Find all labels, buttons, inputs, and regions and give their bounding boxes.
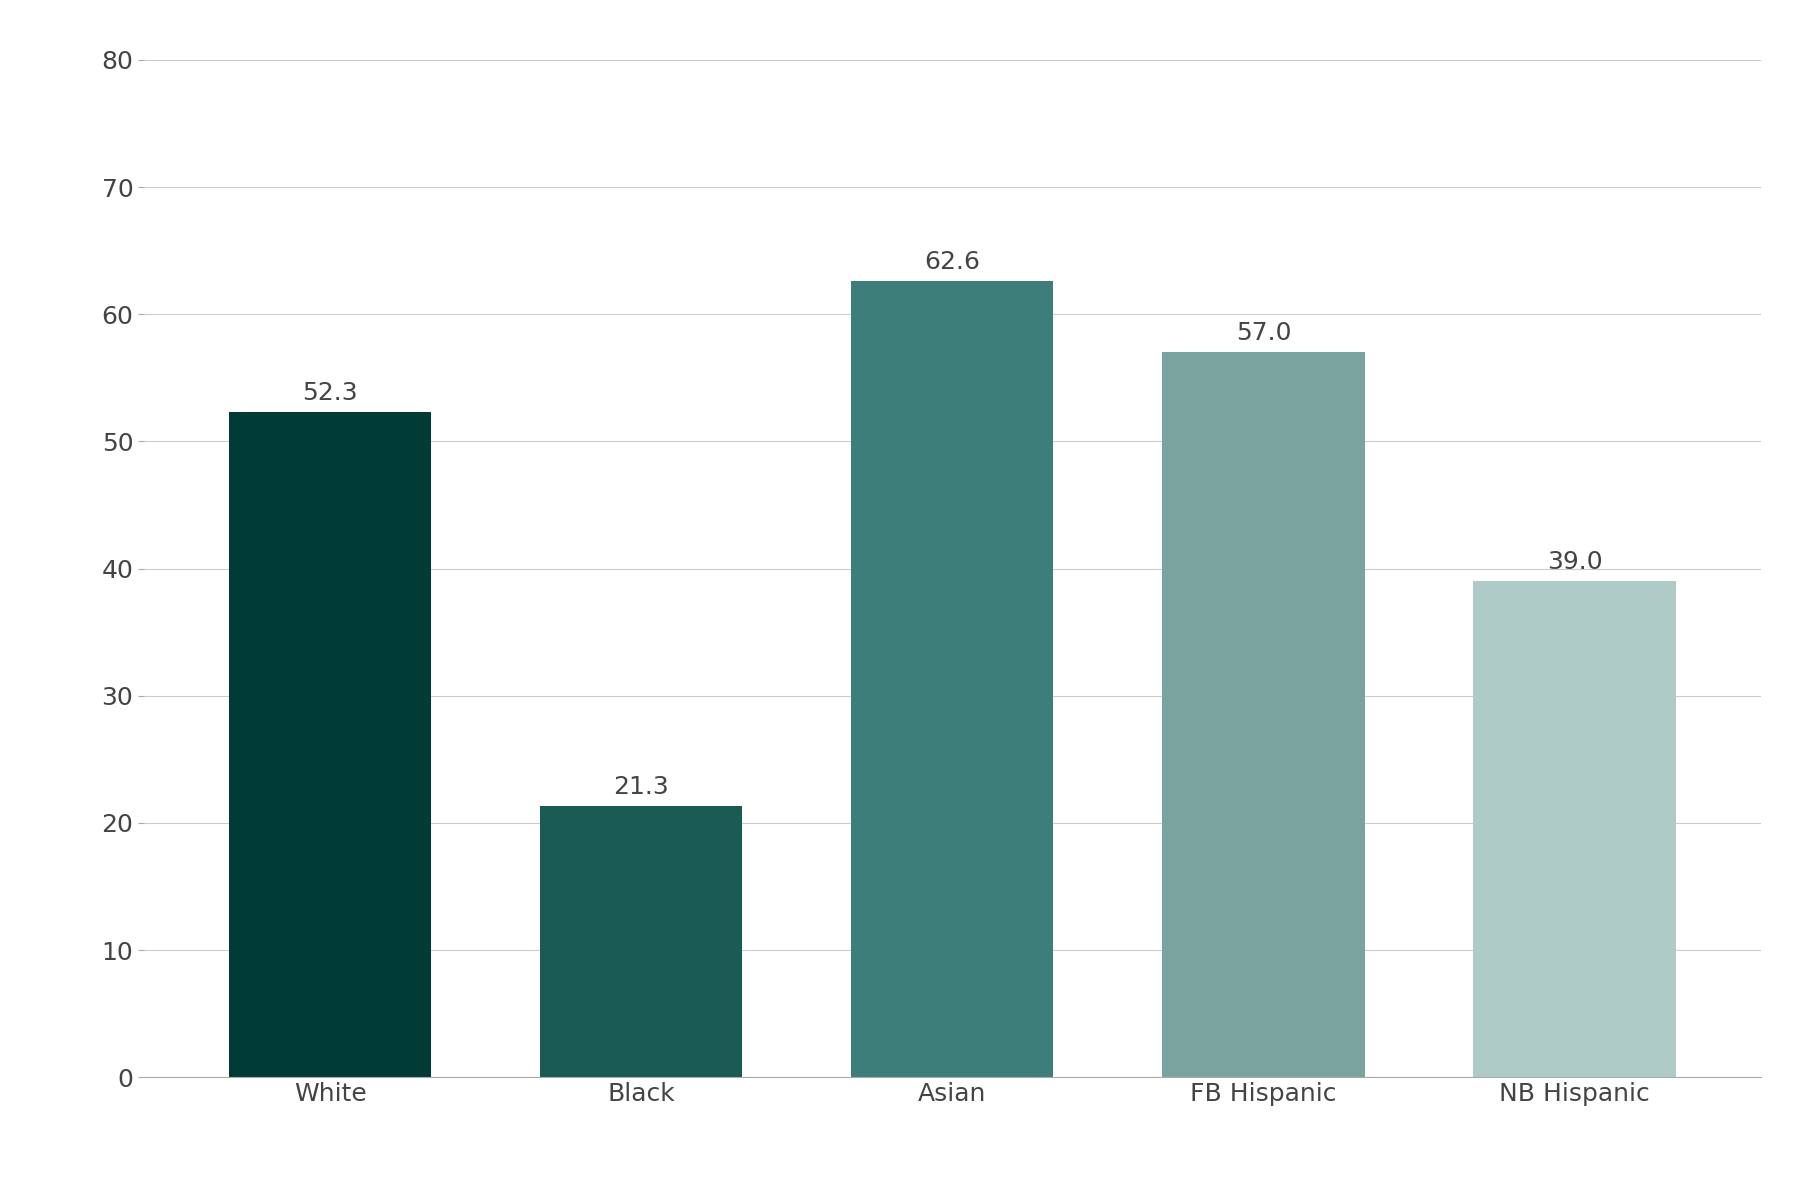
Text: 21.3: 21.3 bbox=[613, 774, 668, 798]
Bar bbox=[1163, 352, 1364, 1077]
Bar bbox=[852, 281, 1053, 1077]
Text: 52.3: 52.3 bbox=[302, 381, 358, 405]
Bar bbox=[1474, 582, 1675, 1077]
Bar bbox=[541, 807, 742, 1077]
Text: 62.6: 62.6 bbox=[924, 249, 981, 274]
Text: 57.0: 57.0 bbox=[1236, 321, 1292, 345]
Bar bbox=[230, 412, 431, 1077]
Text: 39.0: 39.0 bbox=[1547, 549, 1603, 573]
